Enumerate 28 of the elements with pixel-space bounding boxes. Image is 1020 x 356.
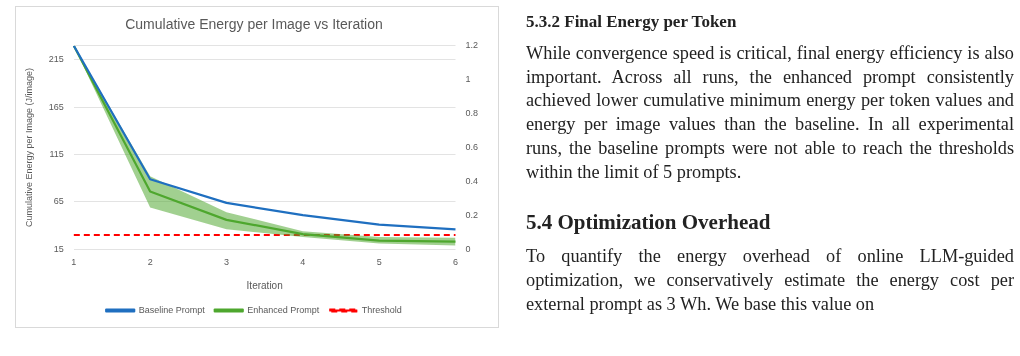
y-tick-label: 165 bbox=[48, 101, 64, 112]
y-tick-label: 115 bbox=[49, 149, 64, 160]
y-tick-label: 215 bbox=[48, 54, 64, 65]
x-tick-label: 6 bbox=[452, 257, 458, 268]
y2-tick-label: 1 bbox=[465, 74, 471, 85]
y2-tick-label: 0.8 bbox=[465, 108, 478, 119]
x-tick-label: 1 bbox=[71, 257, 77, 268]
x-axis-title: Iteration bbox=[246, 279, 283, 291]
legend-label: Enhanced Prompt bbox=[247, 304, 320, 315]
text: While convergence speed is critical, final energy efficiency is also important. Across all runs, the enhanced prompt consistently achieved lower cumulative minimum energy per token values and energy per image values than the baseline. In all experimental runs, the baseline prompts were not able to reach the thresholds within the limit of 5 prompts. bbox=[526, 42, 1014, 184]
chart-title: Cumulative Energy per Image vs Iteration bbox=[125, 16, 383, 33]
legend-label: Baseline Prompt bbox=[138, 304, 206, 315]
y-tick-label: 65 bbox=[53, 196, 64, 207]
y2-tick-label: 0.6 bbox=[465, 141, 478, 152]
y2-tick-label: 0 bbox=[465, 243, 471, 254]
y2-tick-label: 1.2 bbox=[465, 40, 478, 51]
legend-label: Threshold bbox=[361, 304, 402, 315]
y-axis-title: Cumulative Energy per Image (J/image) bbox=[23, 67, 34, 228]
y2-tick-label: 0.2 bbox=[465, 209, 478, 220]
text: 5.3.2 Final Energy per Token bbox=[526, 12, 738, 32]
x-tick-label: 5 bbox=[376, 257, 382, 268]
y-tick-label: 15 bbox=[53, 243, 64, 254]
x-tick-label: 3 bbox=[223, 257, 229, 268]
y2-tick-label: 0.4 bbox=[465, 175, 478, 186]
text: 5.4 Optimization Overhead bbox=[526, 210, 772, 236]
text: To quantify the energy overhead of online LLM-guided optimization, we conservatively estimate the energy cost per external prompt as 3 Wh. We base this value on bbox=[526, 245, 1014, 316]
x-tick-label: 2 bbox=[147, 257, 153, 268]
x-tick-label: 4 bbox=[300, 257, 306, 268]
